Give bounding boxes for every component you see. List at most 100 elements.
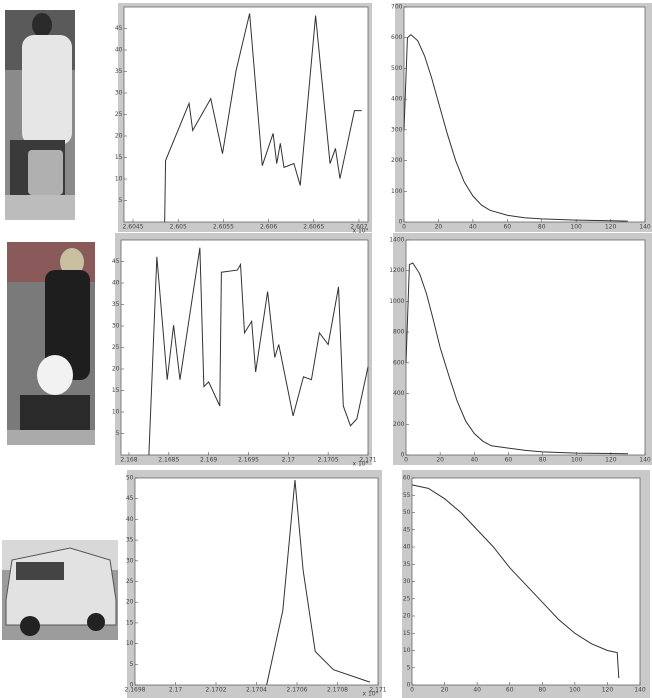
y-tick-label: 5 <box>130 661 134 668</box>
y-tick-label: 1000 <box>389 298 404 305</box>
chart: 0 20 40 60 80 100 120 140 0 100 200 300 400 500 600 700 <box>391 3 652 232</box>
x-exponent-label: x 10⁴ <box>353 461 369 468</box>
x-tick-label: 120 <box>605 457 617 464</box>
y-tick-label: 25 <box>403 595 411 602</box>
x-tick-label: 40 <box>470 457 478 464</box>
x-tick-label: 100 <box>569 687 581 694</box>
y-tick-label: 10 <box>403 647 411 654</box>
y-tick-label: 35 <box>403 561 411 568</box>
x-tick-label: 20 <box>435 224 443 231</box>
y-tick-label: 5 <box>116 430 120 437</box>
y-tick-label: 35 <box>126 537 134 544</box>
x-tick-label: 80 <box>539 457 547 464</box>
x-tick-label: 0 <box>410 687 414 694</box>
x-tick-label: 60 <box>506 687 514 694</box>
photo-person-2 <box>7 242 95 445</box>
y-tick-label: 10 <box>115 176 123 183</box>
x-tick-label: 140 <box>639 457 651 464</box>
y-tick-label: 20 <box>115 133 123 140</box>
chart: 0 20 40 60 80 100 120 140 0 5 10 15 20 25 30 35 40 45 50 55… <box>402 470 650 698</box>
y-tick-label: 30 <box>115 90 123 97</box>
y-tick-label: 500 <box>391 65 403 72</box>
y-tick-label: 30 <box>403 578 411 585</box>
x-tick-label: 100 <box>570 224 582 231</box>
data-line <box>266 480 371 686</box>
x-tick-label: 140 <box>634 687 646 694</box>
y-tick-label: 15 <box>115 154 123 161</box>
y-tick-label: 15 <box>112 387 120 394</box>
photo-person-1 <box>5 10 75 220</box>
y-tick-label: 50 <box>403 509 411 516</box>
y-tick-label: 200 <box>391 157 403 164</box>
y-tick-label: 1400 <box>389 237 404 244</box>
x-tick-label: 2.169 <box>200 457 217 464</box>
y-tick-label: 50 <box>126 475 134 482</box>
y-tick-label: 0 <box>407 682 411 689</box>
y-tick-label: 0 <box>399 219 403 226</box>
x-tick-label: 2.1705 <box>318 457 339 464</box>
x-tick-label: 2.1702 <box>206 687 227 694</box>
x-tick-label: 2.605 <box>170 224 187 231</box>
y-tick-label: 40 <box>112 280 120 287</box>
x-tick-label: 2.1685 <box>158 457 179 464</box>
x-tick-label: 2.6055 <box>213 224 234 231</box>
y-tick-label: 40 <box>115 47 123 54</box>
y-tick-label: 600 <box>393 359 405 366</box>
x-tick-label: 2.171 <box>359 457 376 464</box>
y-tick-label: 25 <box>115 111 123 118</box>
y-tick-label: 700 <box>391 4 403 11</box>
plot-area <box>411 477 641 686</box>
x-tick-label: 80 <box>538 224 546 231</box>
x-tick-label: 2.17 <box>282 457 296 464</box>
plot-area <box>405 239 646 456</box>
x-tick-label: 20 <box>441 687 449 694</box>
x-tick-label: 0 <box>404 457 408 464</box>
x-tick-label: 80 <box>538 687 546 694</box>
y-tick-label: 300 <box>391 126 403 133</box>
data-line <box>405 262 628 455</box>
x-tick-label: 120 <box>602 687 614 694</box>
y-tick-label: 1200 <box>389 267 404 274</box>
y-tick-label: 45 <box>403 526 411 533</box>
y-tick-label: 0 <box>130 682 134 689</box>
y-tick-label: 25 <box>126 578 134 585</box>
x-tick-label: 20 <box>436 457 444 464</box>
y-tick-label: 0 <box>401 452 405 459</box>
x-tick-label: 60 <box>503 224 511 231</box>
y-tick-label: 10 <box>126 640 134 647</box>
y-tick-label: 600 <box>391 34 403 41</box>
y-tick-label: 400 <box>393 390 405 397</box>
y-tick-label: 20 <box>126 599 134 606</box>
x-tick-label: 120 <box>605 224 617 231</box>
y-tick-label: 45 <box>112 258 120 265</box>
data-line <box>148 247 369 456</box>
y-tick-label: 35 <box>112 301 120 308</box>
chart: 2.168 2.1685 2.169 2.1695 2.17 2.1705 2.171 5 10… <box>112 233 377 468</box>
data-line <box>403 33 628 222</box>
y-tick-label: 30 <box>112 323 120 330</box>
y-tick-label: 15 <box>126 619 134 626</box>
y-tick-label: 100 <box>391 188 403 195</box>
x-tick-label: 2.607 <box>350 224 367 231</box>
x-tick-label: 2.1695 <box>238 457 259 464</box>
y-tick-label: 15 <box>403 630 411 637</box>
y-tick-label: 800 <box>393 329 405 336</box>
plot-area <box>123 6 369 223</box>
chart: 2.6045 2.605 2.6055 2.606 2.6065 2.607 5 10 15 20… <box>115 3 372 235</box>
photo-car <box>2 540 118 640</box>
chart: 0 20 40 60 80 100 120 1400200400600800100012001… <box>389 233 652 465</box>
x-tick-label: 2.1698 <box>125 687 146 694</box>
x-exponent-label: x 10⁴ <box>363 691 379 698</box>
y-tick-label: 20 <box>112 366 120 373</box>
x-tick-label: 2.1706 <box>287 687 308 694</box>
x-tick-label: 2.17 <box>169 687 183 694</box>
y-tick-label: 60 <box>403 475 411 482</box>
data-line <box>411 484 620 679</box>
y-tick-label: 45 <box>126 495 134 502</box>
x-tick-label: 2.6065 <box>303 224 324 231</box>
x-exponent-label: x 10⁴ <box>353 228 369 235</box>
plot-area <box>134 477 379 686</box>
y-tick-label: 10 <box>112 409 120 416</box>
y-tick-label: 40 <box>403 544 411 551</box>
